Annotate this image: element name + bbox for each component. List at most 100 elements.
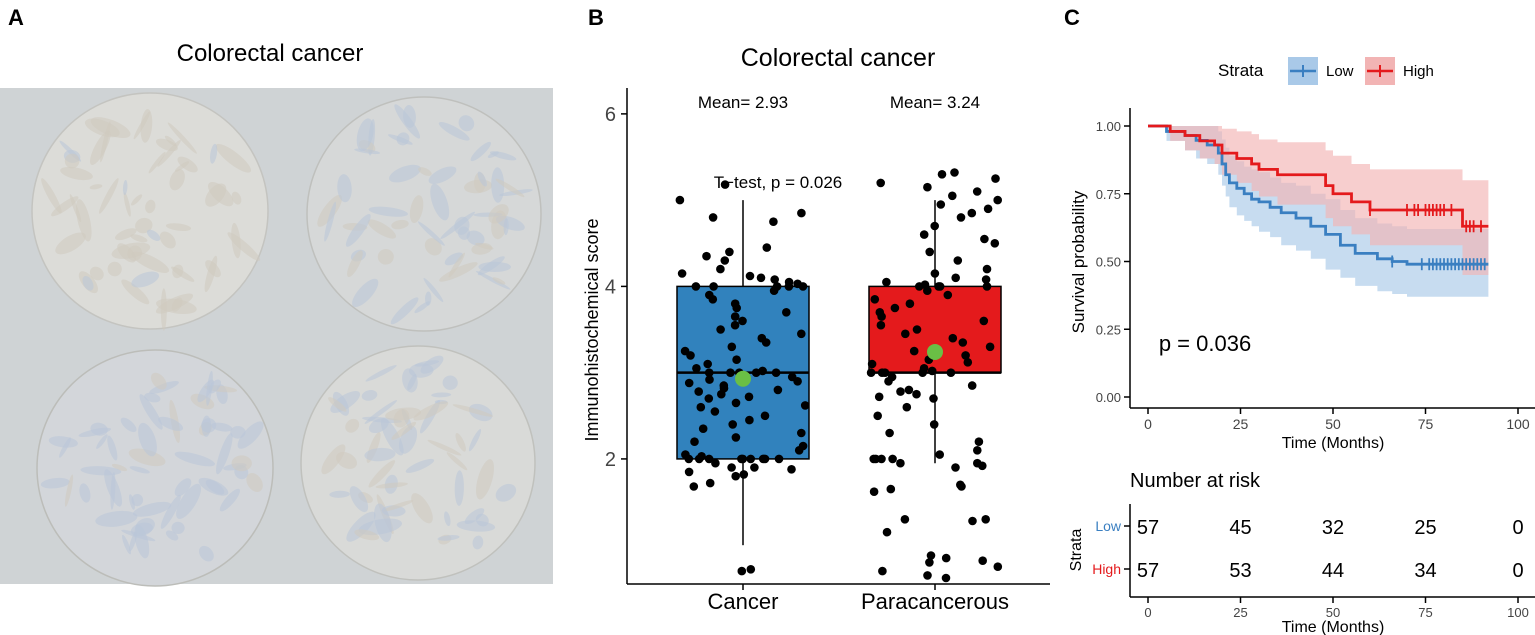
boxplot-point xyxy=(782,308,791,317)
tissue-gland xyxy=(84,118,120,138)
km-x-tick-label: 100 xyxy=(1506,416,1530,432)
risk-count: 45 xyxy=(1229,517,1251,539)
km-x-label: Time (Months) xyxy=(1282,435,1385,452)
boxplot-point xyxy=(746,454,755,464)
tissue-gland xyxy=(391,219,409,230)
tissue-gland xyxy=(477,171,487,187)
boxplot-point xyxy=(934,282,943,291)
risk-x-tick-label: 75 xyxy=(1418,605,1432,620)
tissue-gland xyxy=(478,261,512,272)
boxplot-point xyxy=(787,465,796,474)
tissue-gland xyxy=(354,529,380,541)
risk-count: 53 xyxy=(1229,560,1251,582)
boxplot-point xyxy=(943,290,953,300)
tissue-gland xyxy=(402,368,418,393)
tissue-gland xyxy=(148,151,166,174)
tissue-gland xyxy=(107,261,122,277)
boxplot-point xyxy=(727,342,737,352)
boxplot-point xyxy=(980,234,989,244)
boxplot-mean-label: Mean= 3.24 xyxy=(890,93,980,112)
boxplot-point xyxy=(888,454,897,464)
boxplot-point xyxy=(926,551,936,560)
tissue-gland xyxy=(219,488,241,512)
tissue-gland xyxy=(430,183,450,221)
boxplot-title: Colorectal cancer xyxy=(741,44,936,72)
boxplot-mean-marker xyxy=(735,370,751,387)
tissue-gland xyxy=(95,510,138,527)
tissue-gland xyxy=(444,511,451,527)
tissue-gland xyxy=(427,439,462,456)
tissue-gland xyxy=(391,421,417,440)
boxplot-point xyxy=(880,368,890,378)
boxplot-point xyxy=(793,279,802,289)
boxplot-point xyxy=(691,282,701,291)
boxplot-point xyxy=(919,364,929,373)
boxplot-point xyxy=(878,566,887,576)
boxplot-point xyxy=(704,368,714,378)
boxplot-point xyxy=(711,458,720,468)
boxplot-points xyxy=(675,168,1003,583)
tissue-gland xyxy=(131,271,160,288)
boxplot-point xyxy=(677,269,687,278)
tissue-gland xyxy=(464,508,485,525)
boxplot-point xyxy=(728,420,737,429)
tissue-gland xyxy=(167,122,197,154)
boxplot-point xyxy=(941,573,951,583)
tissue-gland xyxy=(455,433,466,452)
tissue-gland xyxy=(393,409,410,428)
km-y-label: Survival probability xyxy=(1069,190,1088,333)
tissue-gland xyxy=(475,270,511,290)
risk-count: 0 xyxy=(1512,517,1523,539)
tissue-gland xyxy=(41,178,62,214)
boxplot-point xyxy=(760,454,770,464)
tissue-gland xyxy=(174,451,216,467)
tissue-gland xyxy=(169,169,185,191)
tissue-gland xyxy=(123,192,131,217)
tissue-gland xyxy=(205,260,221,278)
boxplot-point xyxy=(773,385,783,395)
boxplot-point xyxy=(877,454,886,464)
tissue-gland xyxy=(446,452,468,471)
boxplot-point xyxy=(982,282,992,291)
boxplot-point xyxy=(744,392,754,402)
boxplot-y-tick-label: 6 xyxy=(605,104,616,126)
boxplot-means: Mean= 2.93 Mean= 3.24 xyxy=(698,93,980,387)
boxplot-point xyxy=(873,411,882,421)
boxplot-point xyxy=(948,333,958,343)
boxplot-x-tick-label: Cancer xyxy=(708,589,779,614)
boxplot-y-ticks: 2 4 6 xyxy=(605,104,627,471)
tissue-gland xyxy=(375,482,408,489)
tissue-gland xyxy=(211,422,233,432)
boxplot-point xyxy=(993,562,1003,571)
risk-count: 57 xyxy=(1137,517,1159,539)
boxplot-point xyxy=(774,454,784,464)
risk-x-tick-label: 50 xyxy=(1326,605,1340,620)
tissue-gland xyxy=(156,298,197,315)
tissue-gland xyxy=(492,277,506,285)
tissue-gland xyxy=(345,418,360,433)
tissue-gland xyxy=(96,434,108,449)
tissue-gland xyxy=(475,513,489,527)
tissue-gland xyxy=(150,372,167,390)
boxplot-point xyxy=(730,299,740,309)
tissue-gland xyxy=(454,216,470,235)
boxplot-point xyxy=(694,387,703,396)
tissue-gland xyxy=(454,470,464,506)
tissue-gland xyxy=(365,365,397,382)
boxplot-point xyxy=(925,247,934,257)
boxplot-point xyxy=(982,264,992,274)
tissue-gland xyxy=(199,545,214,562)
tissue-gland xyxy=(411,493,433,524)
tissue-gland xyxy=(466,230,485,246)
tissue-gland xyxy=(145,199,156,214)
tissue-gland xyxy=(345,214,371,247)
km-legend: Strata Low High xyxy=(1218,57,1434,85)
tissue-gland xyxy=(368,418,389,434)
boxplot-point xyxy=(972,187,982,196)
panel-b-letter: B xyxy=(588,5,604,30)
boxplot-point xyxy=(866,368,876,378)
boxplot-point xyxy=(731,433,741,442)
boxplot-point xyxy=(705,478,715,488)
tissue-gland xyxy=(231,191,242,205)
boxplot-point xyxy=(882,277,891,287)
